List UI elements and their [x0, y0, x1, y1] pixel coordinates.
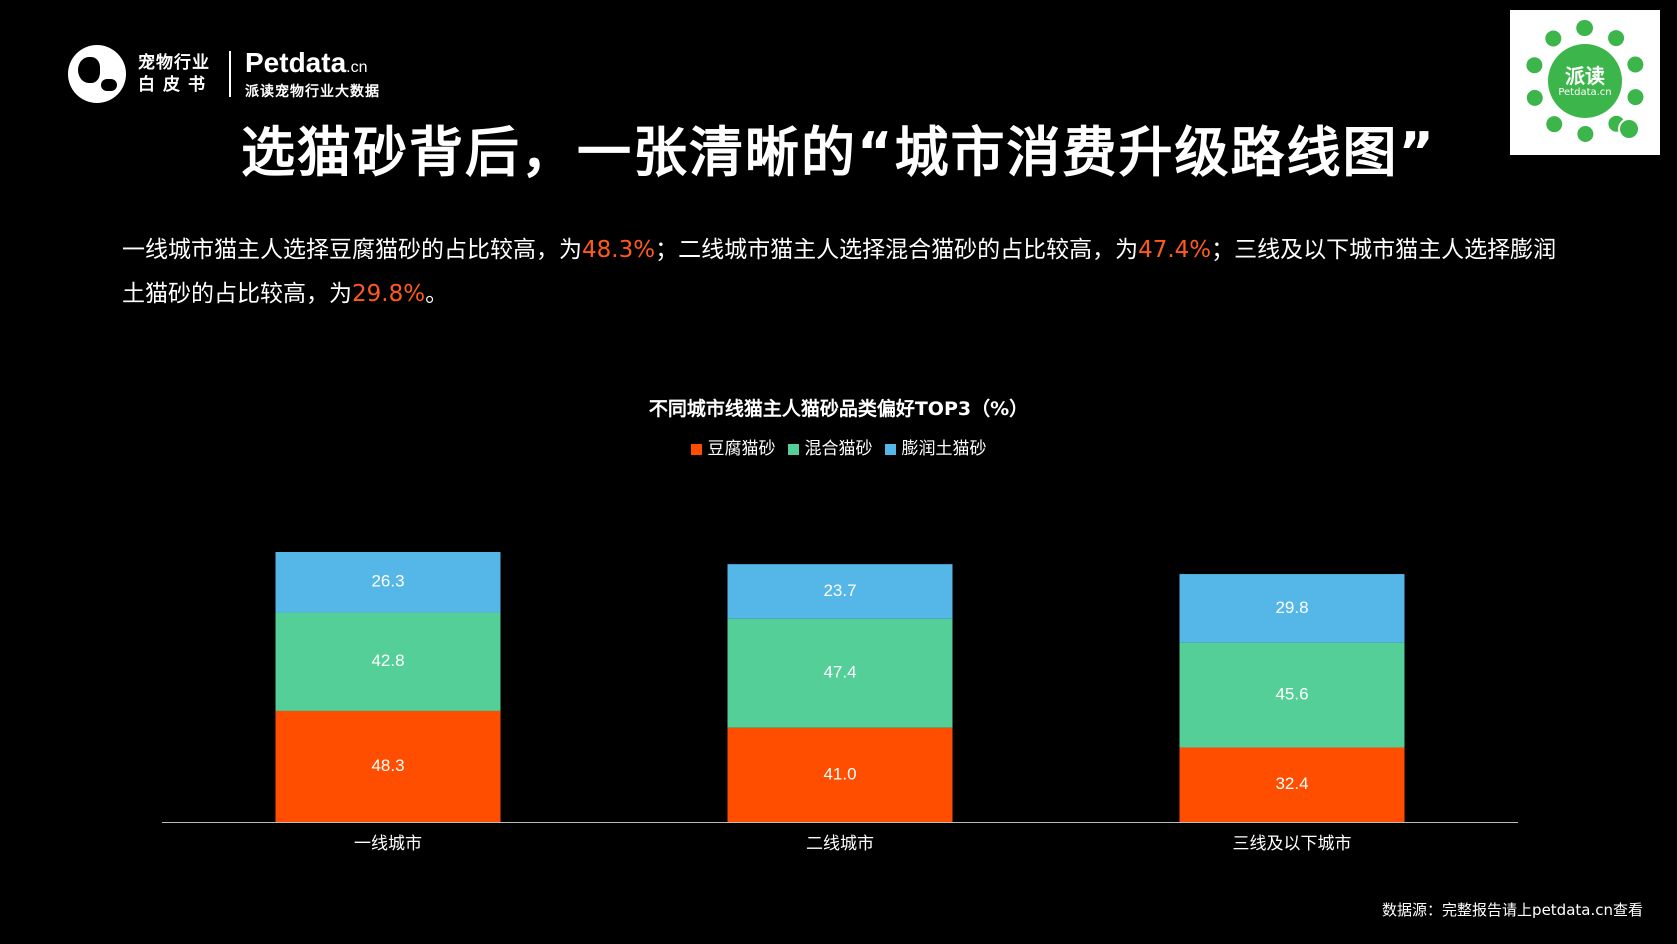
logo-brand: Petdata.cn 派读宠物行业大数据 — [245, 46, 380, 101]
bar-value-label: 48.3 — [371, 756, 404, 775]
legend-label: 豆腐猫砂 — [707, 439, 776, 459]
x-tick-label: 三线及以下城市 — [1233, 834, 1352, 854]
legend-swatch-icon — [884, 443, 896, 455]
bar-value-label: 45.6 — [1275, 685, 1308, 704]
legend-label: 混合猫砂 — [804, 439, 873, 459]
legend-item-2: 混合猫砂 — [787, 438, 873, 460]
qr-center: 派读 Petdata.cn — [1548, 44, 1622, 118]
bar-value-label: 32.4 — [1275, 774, 1308, 793]
bar-segment — [275, 710, 501, 822]
legend-swatch-icon — [690, 443, 702, 455]
logo-cn-line2: 白皮书 — [138, 75, 213, 95]
summary-text: 一线城市猫主人选择豆腐猫砂的占比较高，为48.3%；二线城市猫主人选择混合猫砂的… — [122, 237, 1557, 307]
legend-item-1: 豆腐猫砂 — [690, 438, 776, 460]
bar-segment — [1179, 642, 1405, 748]
x-tick-label: 一线城市 — [354, 834, 422, 854]
logo-brand-sub: 派读宠物行业大数据 — [245, 83, 380, 100]
qr-center-text: 派读 — [1565, 63, 1605, 88]
logo-chinese-text: 宠物行业 白皮书 — [138, 52, 213, 96]
page-title: 选猫砂背后，一张清晰的“城市消费升级路线图” — [241, 121, 1436, 184]
brand-logo: 宠物行业 白皮书 Petdata.cn 派读宠物行业大数据 — [68, 44, 380, 104]
chart-title: 不同城市线猫主人猫砂品类偏好TOP3（%） — [648, 398, 1029, 420]
pet-logo-icon — [68, 45, 126, 103]
bar-segment — [275, 612, 501, 711]
mini-program-qr-code[interactable]: 派读 Petdata.cn — [1510, 10, 1660, 155]
legend-swatch-icon — [787, 443, 799, 455]
x-tick-label: 二线城市 — [806, 834, 874, 854]
bar-segment — [1179, 574, 1405, 643]
bar-segment — [1179, 747, 1405, 822]
bar-segment — [727, 727, 953, 822]
bar-value-label: 23.7 — [823, 581, 856, 600]
highlight-value-1: 48.3% — [582, 237, 656, 263]
stacked-bar-chart: 48.3 42.8 26.3 一线城市 41.0 47.4 23.7 二线城市 32.4 45.6… — [162, 551, 1518, 854]
source-note: 数据源：完整报告请上petdata.cn查看 — [1382, 901, 1643, 919]
chart-legend: 豆腐猫砂 混合猫砂 膨润土猫砂 — [0, 438, 1677, 460]
bar-segment — [727, 564, 953, 619]
mini-program-badge-icon — [1618, 118, 1640, 140]
bar-value-label: 29.8 — [1275, 598, 1308, 617]
logo-cn-line1: 宠物行业 — [138, 53, 210, 73]
qr-center-sub: Petdata.cn — [1558, 86, 1612, 98]
legend-label: 膨润土猫砂 — [901, 439, 987, 459]
bar-segment — [727, 618, 953, 728]
highlight-value-2: 47.4% — [1138, 237, 1212, 263]
highlight-value-3: 29.8% — [352, 281, 426, 307]
bar-value-label: 41.0 — [823, 764, 856, 783]
bar-value-label: 47.4 — [823, 663, 856, 682]
bar-value-label: 42.8 — [371, 651, 404, 670]
logo-divider — [229, 51, 231, 97]
logo-brand-name: Petdata.cn — [245, 46, 368, 78]
bar-segment — [275, 551, 501, 613]
bar-value-label: 26.3 — [371, 572, 404, 591]
legend-item-3: 膨润土猫砂 — [884, 438, 987, 460]
